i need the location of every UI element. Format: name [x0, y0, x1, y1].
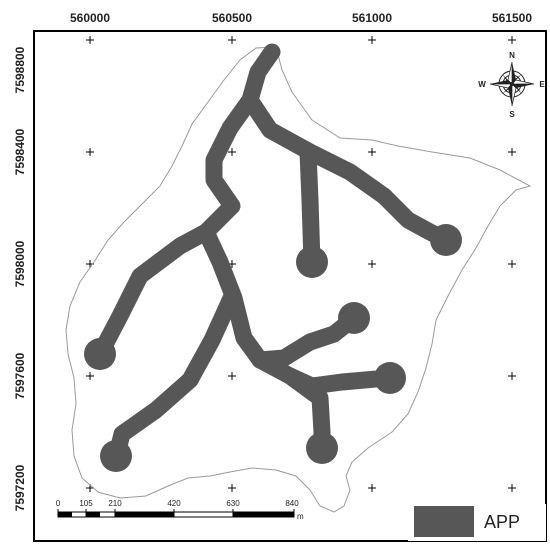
- y-tick-label: 7598000: [13, 240, 27, 287]
- app-endpoints: [84, 224, 462, 472]
- x-tick-label: 561000: [352, 11, 392, 25]
- scale-label: 105: [79, 499, 93, 508]
- app-stream-east-upper: [251, 309, 363, 369]
- compass-e-label: E: [539, 80, 545, 89]
- scale-label: 0: [56, 499, 61, 508]
- scale-unit-label: m: [297, 512, 304, 521]
- scale-label: 420: [167, 499, 181, 508]
- app-endpoint: [100, 440, 132, 472]
- legend-label: APP: [484, 512, 520, 532]
- legend: APP: [408, 504, 546, 541]
- watershed-boundary: [65, 46, 532, 513]
- legend-swatch: [414, 506, 474, 537]
- x-tick-label: 561500: [492, 11, 532, 25]
- y-tick-label: 7597200: [13, 464, 27, 511]
- app-corridors: [91, 43, 455, 467]
- app-endpoint: [306, 432, 338, 464]
- scale-label: 840: [285, 499, 299, 508]
- app-endpoint: [296, 246, 328, 278]
- compass-s-label: S: [509, 110, 515, 119]
- x-tick-label: 560000: [70, 11, 110, 25]
- app-stream-ne: [241, 91, 455, 249]
- app-endpoint: [84, 338, 116, 370]
- compass-w-label: W: [478, 80, 486, 89]
- scale-label: 210: [108, 499, 122, 508]
- app-stream-southwest: [107, 287, 241, 467]
- app-endpoint: [374, 362, 406, 394]
- app-stream-north-tributary: [299, 143, 321, 271]
- compass-n-label: N: [509, 51, 515, 60]
- app-stream-east-lower: [281, 367, 397, 395]
- x-tick-label: 560500: [212, 11, 252, 25]
- compass-rose-icon: N S E W: [478, 51, 545, 119]
- app-endpoint: [338, 302, 370, 334]
- scale-label: 630: [226, 499, 240, 508]
- y-tick-label: 7597600: [13, 352, 27, 399]
- y-tick-label: 7598400: [13, 128, 27, 175]
- app-endpoint: [430, 224, 462, 256]
- grid-crosses: [86, 36, 516, 492]
- app-stream-west: [91, 223, 215, 363]
- scale-bar: 0 105 210 420 630 840 m: [56, 499, 304, 521]
- y-tick-label: 7598800: [13, 46, 27, 93]
